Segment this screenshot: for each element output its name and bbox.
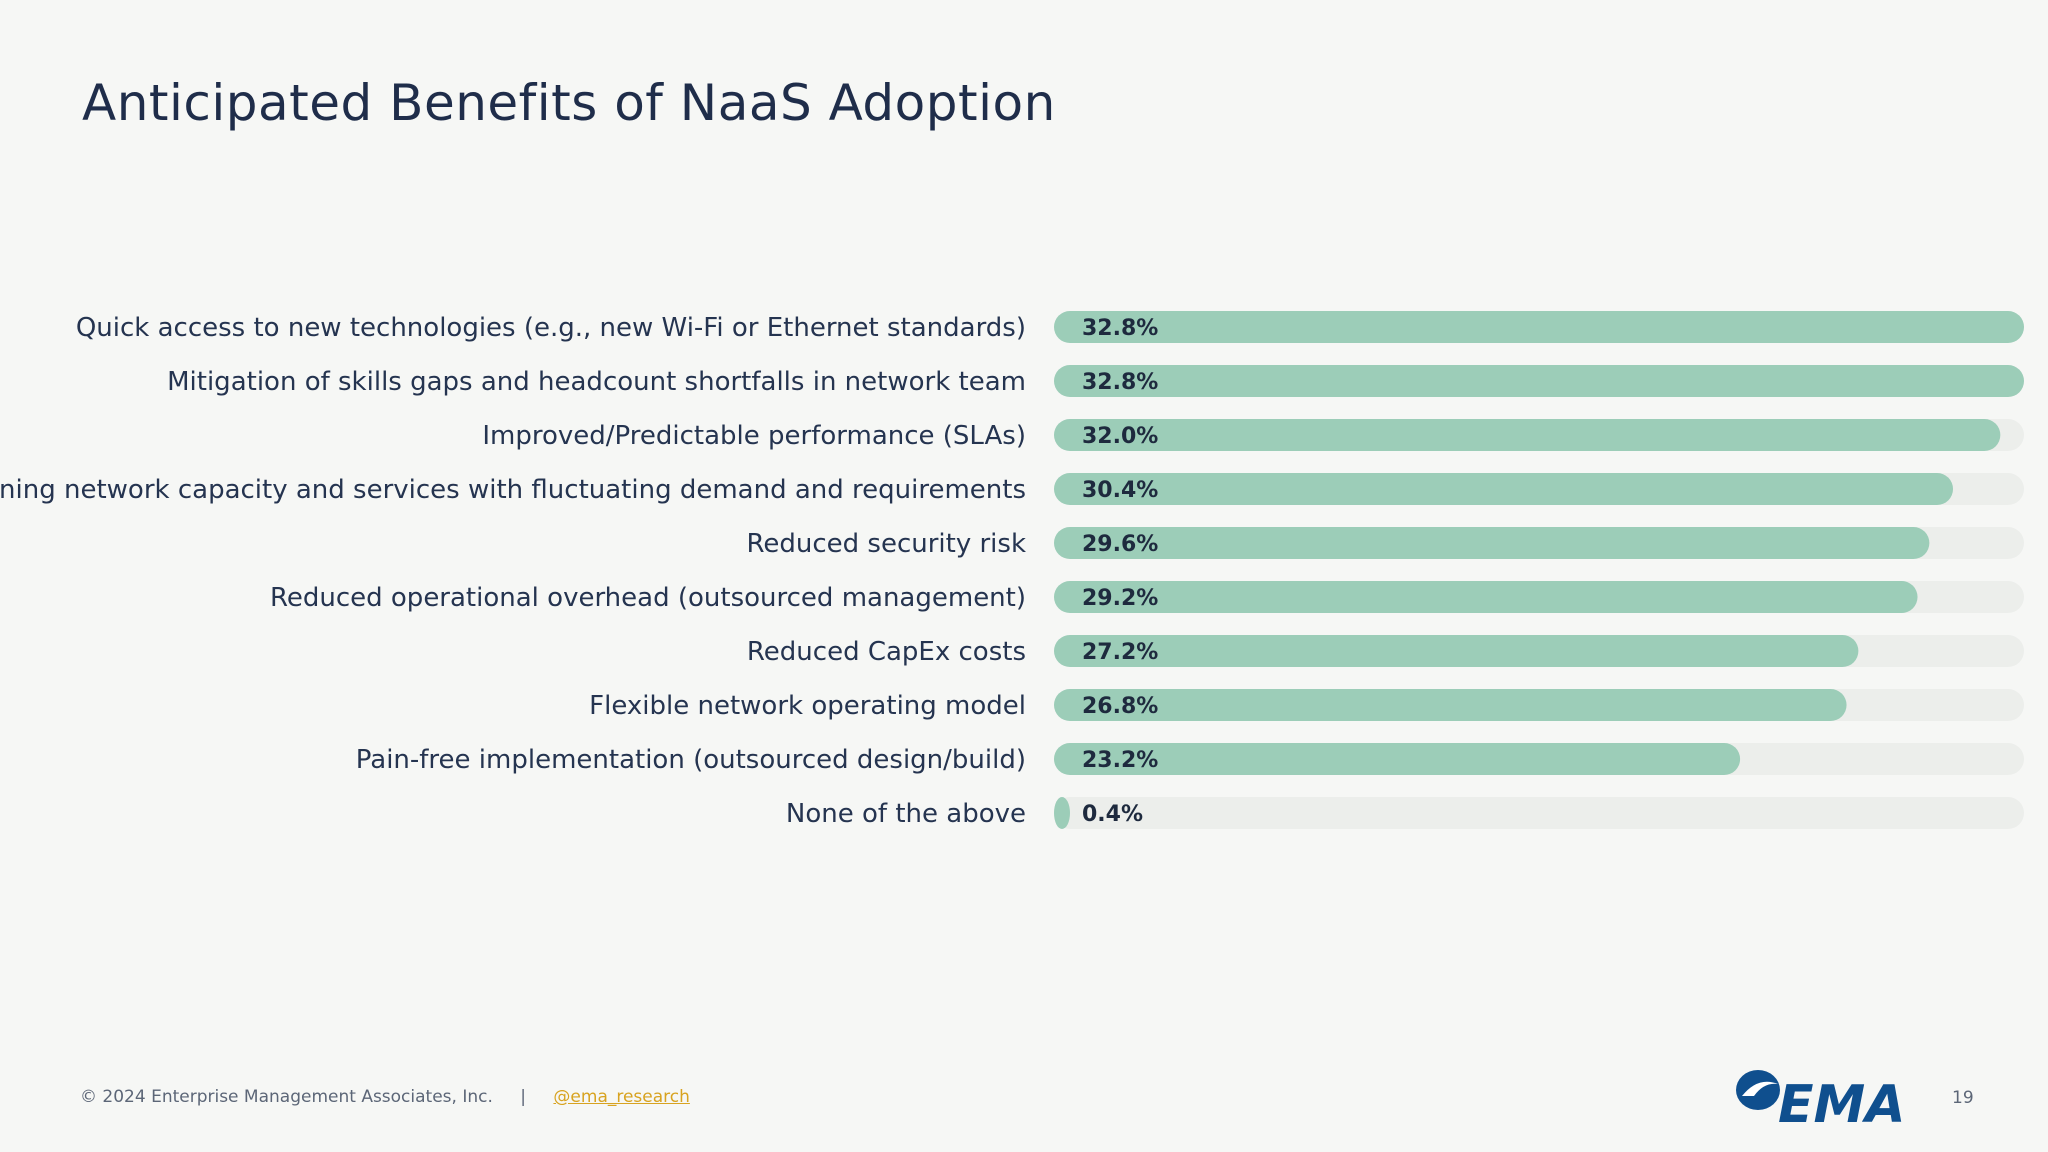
- data-label: 26.8%: [1082, 694, 1158, 719]
- data-label: 29.6%: [1082, 532, 1158, 557]
- bar: [1054, 797, 1070, 829]
- data-label: 0.4%: [1082, 802, 1143, 827]
- category-label: Reduced security risk: [746, 529, 1026, 559]
- data-label: 32.0%: [1082, 424, 1158, 449]
- category-label: Improved/Predictable performance (SLAs): [482, 421, 1026, 451]
- bar: [1054, 473, 1954, 505]
- category-label: Pain-free implementation (outsourced des…: [356, 745, 1026, 775]
- copyright-text: © 2024 Enterprise Management Associates,…: [80, 1087, 493, 1107]
- category-label: Mitigation of skills gaps and headcount …: [167, 367, 1026, 397]
- bar: [1054, 743, 1741, 775]
- bar-track: [1054, 797, 2024, 829]
- bar: [1054, 689, 1847, 721]
- page-title: Anticipated Benefits of NaaS Adoption: [82, 74, 1056, 132]
- data-label: 30.4%: [1082, 478, 1158, 503]
- twitter-handle-link[interactable]: @ema_research: [553, 1087, 690, 1107]
- bar: [1054, 527, 1930, 559]
- data-label: 32.8%: [1082, 370, 1158, 395]
- category-label: None of the above: [786, 799, 1026, 829]
- footer: © 2024 Enterprise Management Associates,…: [80, 1087, 690, 1107]
- category-label: Flexible network operating model: [589, 691, 1026, 721]
- bar: [1054, 581, 1918, 613]
- category-label: Quick access to new technologies (e.g., …: [76, 313, 1026, 343]
- data-label: 32.8%: [1082, 316, 1158, 341]
- bar: [1054, 365, 2024, 397]
- category-label: Aligning network capacity and services w…: [0, 475, 1026, 505]
- category-label: Reduced operational overhead (outsourced…: [270, 583, 1026, 613]
- category-label: Reduced CapEx costs: [747, 637, 1026, 667]
- ema-logo: EMA: [1736, 1070, 1906, 1126]
- data-label: 29.2%: [1082, 586, 1158, 611]
- bar: [1054, 635, 1859, 667]
- data-label: 27.2%: [1082, 640, 1158, 665]
- data-label: 23.2%: [1082, 748, 1158, 773]
- footer-separator: |: [520, 1087, 527, 1107]
- bar: [1054, 419, 2001, 451]
- logo-text: EMA: [1778, 1075, 1906, 1126]
- bar-chart: Quick access to new technologies (e.g., …: [0, 311, 2024, 829]
- page-number: 19: [1952, 1088, 1974, 1108]
- ema-swirl-highlight-icon: [1742, 1081, 1778, 1096]
- bar: [1054, 311, 2024, 343]
